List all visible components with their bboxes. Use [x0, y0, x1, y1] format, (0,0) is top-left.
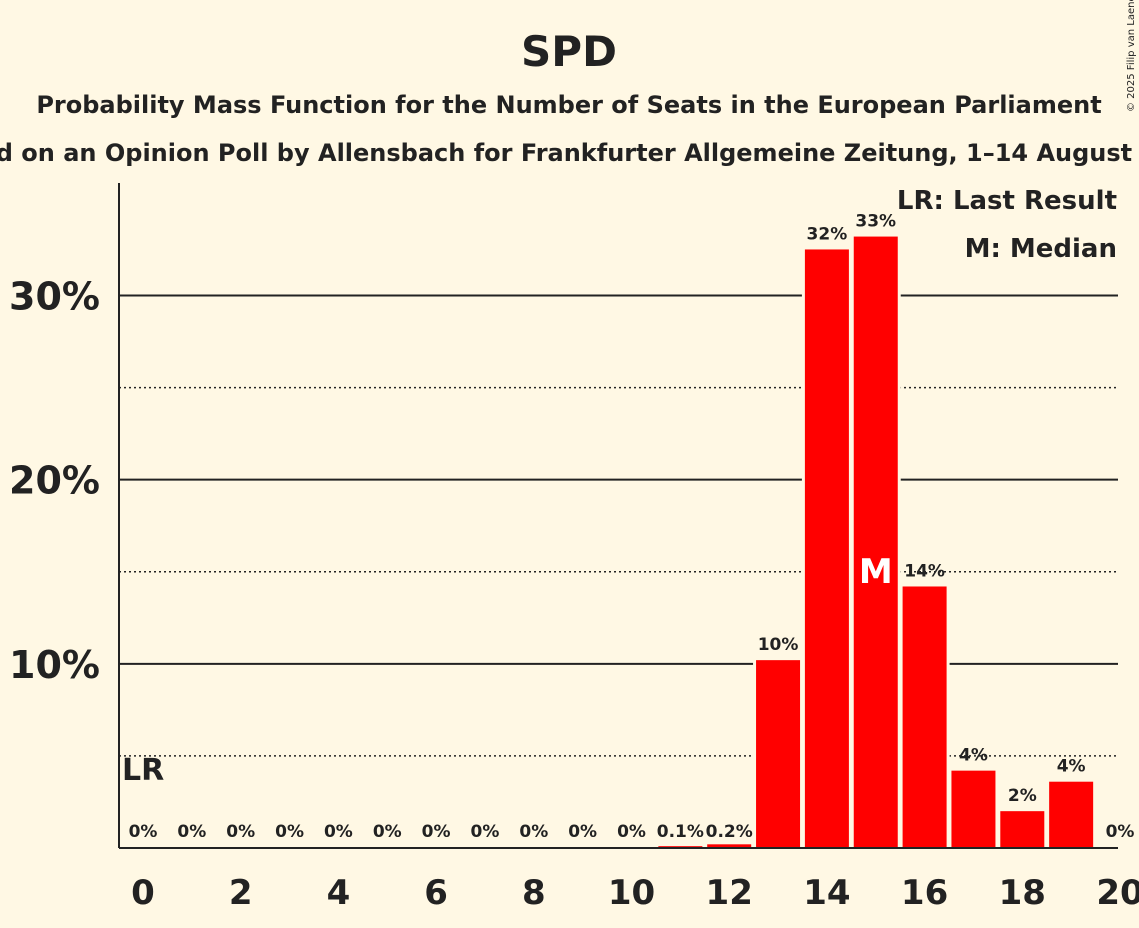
- data-label: 0.2%: [706, 822, 753, 842]
- x-tick-label: 8: [522, 873, 546, 913]
- bar: [707, 844, 752, 848]
- bar: [756, 660, 801, 848]
- data-label: 0%: [129, 822, 158, 842]
- chart-title: SPD: [521, 27, 617, 76]
- x-tick-label: 6: [424, 873, 448, 913]
- data-label: 4%: [1057, 757, 1086, 777]
- chart-subtitle-2: Based on an Opinion Poll by Allensbach f…: [0, 139, 1139, 167]
- data-label: 32%: [807, 224, 848, 244]
- x-tick-label: 4: [327, 873, 351, 913]
- axis-layer: 10% 20% 30% 0 2 4 6 8 10 12 14 16 18 20: [9, 183, 1139, 913]
- x-tick-label: 12: [706, 873, 753, 913]
- labels-layer: 0% 0% 0% 0% 0% 0% 0% 0% 0% 0% 0% 0.1% 0.2% 10% 32% 33% 1…: [122, 212, 1134, 842]
- bar-halo: [655, 843, 706, 848]
- data-label: 0%: [275, 822, 304, 842]
- data-label: 14%: [904, 561, 945, 581]
- data-label: 10%: [758, 635, 799, 655]
- data-label: 0%: [226, 822, 255, 842]
- data-label: 4%: [959, 746, 988, 766]
- chart-subtitle: Probability Mass Function for the Number…: [36, 91, 1101, 119]
- x-tick-label: 18: [999, 873, 1046, 913]
- data-label: 0%: [568, 822, 597, 842]
- data-label: 0%: [519, 822, 548, 842]
- x-tick-label: 0: [131, 873, 155, 913]
- legend-median: M: Median: [965, 234, 1117, 264]
- data-label: 0%: [1106, 822, 1135, 842]
- x-tick-label: 16: [901, 873, 948, 913]
- bar: [853, 236, 898, 849]
- bar: [951, 770, 996, 848]
- y-tick-label: 20%: [9, 459, 100, 503]
- x-tick-label: 20: [1096, 873, 1139, 913]
- x-tick-label: 14: [803, 873, 850, 913]
- data-label: 33%: [855, 212, 896, 232]
- bar: [1000, 811, 1045, 848]
- y-tick-label: 30%: [9, 275, 100, 319]
- y-tick-label: 10%: [9, 643, 100, 687]
- data-label: 0%: [471, 822, 500, 842]
- data-label: 0%: [617, 822, 646, 842]
- median-marker: M: [859, 552, 893, 592]
- bar: [804, 249, 849, 849]
- bars-layer: [655, 233, 1097, 849]
- grid-layer: [119, 294, 1118, 757]
- bar: [902, 586, 947, 848]
- data-label: 0%: [324, 822, 353, 842]
- x-tick-label: 2: [229, 873, 253, 913]
- last-result-marker: LR: [122, 753, 164, 788]
- data-label: 0%: [422, 822, 451, 842]
- copyright-text: © 2025 Filip van Laenen: [1126, 0, 1137, 112]
- data-label: 2%: [1008, 786, 1037, 806]
- data-label: 0%: [373, 822, 402, 842]
- x-tick-label: 10: [608, 873, 655, 913]
- data-label: 0%: [177, 822, 206, 842]
- data-label: 0.1%: [657, 822, 704, 842]
- bar: [1049, 781, 1094, 848]
- legend-last-result: LR: Last Result: [897, 186, 1117, 216]
